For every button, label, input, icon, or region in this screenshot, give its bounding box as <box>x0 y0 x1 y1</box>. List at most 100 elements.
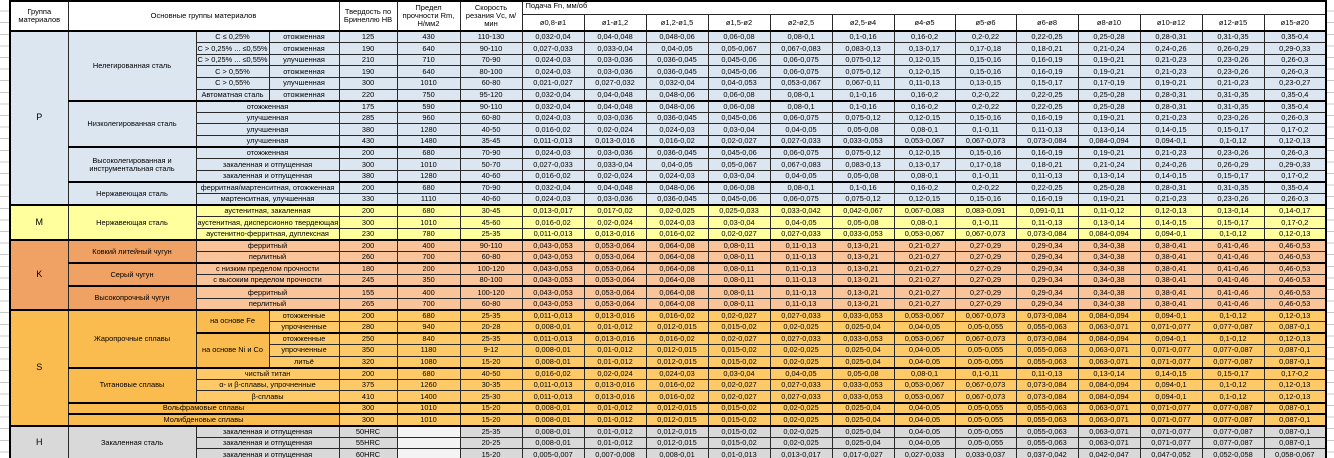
feed-value-cell[interactable]: 0,012-0,015 <box>645 436 709 450</box>
feed-value-cell[interactable]: 0,094-0,1 <box>1139 227 1203 241</box>
data-cell[interactable]: 55HRC <box>338 436 398 450</box>
feed-value-cell[interactable]: 0,19-0,21 <box>1139 76 1203 90</box>
feed-value-cell[interactable]: 0,02-0,027 <box>707 331 771 345</box>
feed-value-cell[interactable]: 0,08-0,11 <box>707 285 771 299</box>
feed-value-cell[interactable]: 0,013-0,017 <box>769 448 833 458</box>
feed-value-cell[interactable]: 0,13-0,17 <box>893 42 956 55</box>
header-diameter-cell[interactable]: ø6-ø8 <box>1015 14 1079 32</box>
feed-value-cell[interactable]: 0,064-0,08 <box>645 262 709 276</box>
data-cell[interactable]: закаленная и отпущенная <box>195 448 340 458</box>
feed-value-cell[interactable]: 0,011-0,013 <box>521 378 585 392</box>
feed-value-cell[interactable]: 0,037-0,042 <box>1015 448 1079 458</box>
data-cell[interactable]: улучшенная <box>268 53 340 67</box>
feed-value-cell[interactable]: 0,08-0,1 <box>769 99 833 113</box>
feed-value-cell[interactable]: 0,045-0,06 <box>707 111 771 125</box>
data-cell[interactable]: 1010 <box>396 76 461 90</box>
header-diameter-cell[interactable]: ø0,8-ø1 <box>521 14 585 32</box>
header-diameter-cell[interactable]: ø8-ø10 <box>1077 14 1141 32</box>
feed-value-cell[interactable]: 0,021-0,027 <box>521 76 585 90</box>
feed-value-cell[interactable]: 0,46-0,53 <box>1263 262 1327 276</box>
feed-value-cell[interactable]: 0,013-0,016 <box>583 308 647 322</box>
feed-value-cell[interactable]: 0,12-0,13 <box>1263 390 1327 403</box>
feed-value-cell[interactable]: 0,16-0,19 <box>1015 193 1079 206</box>
feed-value-cell[interactable]: 0,46-0,53 <box>1263 285 1327 299</box>
data-cell[interactable]: 1400 <box>396 390 461 403</box>
feed-value-cell[interactable]: 0,41-0,46 <box>1201 251 1265 264</box>
feed-value-cell[interactable]: 0,15-0,17 <box>1201 123 1265 136</box>
data-cell[interactable]: 840 <box>396 331 461 345</box>
data-cell[interactable]: 200 <box>338 204 398 218</box>
feed-value-cell[interactable]: 0,06-0,08 <box>707 180 771 195</box>
data-cell[interactable]: мартенситная, улучшенная <box>195 193 340 206</box>
feed-value-cell[interactable]: 0,011-0,013 <box>521 227 585 241</box>
feed-value-cell[interactable]: 0,083-0,091 <box>954 204 1017 218</box>
data-cell[interactable]: 40-50 <box>459 366 523 380</box>
data-cell[interactable]: Низколегированная сталь <box>67 99 197 148</box>
feed-value-cell[interactable]: 0,13-0,14 <box>1077 169 1141 183</box>
feed-value-cell[interactable]: 0,21-0,27 <box>893 262 956 276</box>
feed-value-cell[interactable]: 0,053-0,064 <box>583 297 647 311</box>
feed-value-cell[interactable]: 0,11-0,13 <box>769 274 833 287</box>
feed-value-cell[interactable]: 0,04-0,05 <box>893 343 956 357</box>
feed-value-cell[interactable]: 0,21-0,23 <box>1201 76 1265 90</box>
feed-value-cell[interactable]: 0,04-0,05 <box>769 169 833 183</box>
feed-value-cell[interactable]: 0,05-0,067 <box>707 158 771 171</box>
feed-value-cell[interactable]: 0,016-0,02 <box>645 308 709 322</box>
feed-value-cell[interactable]: 0,077-0,087 <box>1201 343 1265 357</box>
feed-value-cell[interactable]: 0,063-0,071 <box>1077 401 1141 415</box>
feed-value-cell[interactable]: 0,02-0,027 <box>707 378 771 392</box>
feed-value-cell[interactable]: 0,011-0,013 <box>521 135 585 148</box>
feed-value-cell[interactable]: 0,012-0,015 <box>645 413 709 427</box>
feed-value-cell[interactable]: 0,05-0,055 <box>954 436 1017 450</box>
feed-value-cell[interactable]: 0,027-0,033 <box>769 390 833 403</box>
feed-value-cell[interactable]: 0,11-0,13 <box>769 297 833 311</box>
feed-value-cell[interactable]: 0,1-0,16 <box>831 99 895 113</box>
feed-value-cell[interactable]: 0,073-0,084 <box>1015 227 1079 241</box>
feed-value-cell[interactable]: 0,067-0,083 <box>769 158 833 171</box>
data-cell[interactable]: закаленная и отпущенная <box>195 436 340 450</box>
feed-value-cell[interactable]: 0,024-0,03 <box>645 169 709 183</box>
feed-value-cell[interactable]: 0,027-0,033 <box>769 135 833 148</box>
feed-value-cell[interactable]: 0,027-0,033 <box>769 227 833 241</box>
feed-value-cell[interactable]: 0,058-0,067 <box>1263 448 1327 458</box>
feed-value-cell[interactable]: 0,1-0,12 <box>1201 135 1265 148</box>
feed-value-cell[interactable]: 0,032-0,04 <box>645 76 709 90</box>
feed-value-cell[interactable]: 0,04-0,048 <box>583 88 647 102</box>
data-cell[interactable]: 680 <box>396 366 461 380</box>
feed-value-cell[interactable]: 0,1-0,12 <box>1201 227 1265 241</box>
feed-value-cell[interactable]: 0,087-0,1 <box>1263 343 1327 357</box>
feed-value-cell[interactable]: 0,015-0,02 <box>707 401 771 415</box>
feed-value-cell[interactable]: 0,03-0,036 <box>583 65 647 78</box>
feed-value-cell[interactable]: 0,007-0,008 <box>583 448 647 458</box>
feed-value-cell[interactable]: 0,024-0,03 <box>521 53 585 67</box>
data-cell[interactable]: отожженная <box>268 42 340 55</box>
feed-value-cell[interactable]: 0,084-0,094 <box>1077 227 1141 241</box>
data-cell[interactable]: ферритный <box>195 285 340 299</box>
feed-value-cell[interactable]: 0,03-0,036 <box>583 146 647 160</box>
feed-value-cell[interactable]: 0,01-0,012 <box>583 320 647 334</box>
feed-value-cell[interactable]: 0,04-0,048 <box>583 99 647 113</box>
data-cell[interactable]: аустенитная, дисперсионно твердеющая <box>195 216 340 229</box>
feed-value-cell[interactable]: 0,46-0,53 <box>1263 297 1327 311</box>
feed-value-cell[interactable]: 0,12-0,15 <box>893 53 956 67</box>
feed-value-cell[interactable]: 0,29-0,34 <box>1015 251 1079 264</box>
header-diameter-cell[interactable]: ø2-ø2,5 <box>769 14 833 32</box>
feed-value-cell[interactable]: 0,06-0,08 <box>707 99 771 113</box>
feed-value-cell[interactable]: 0,29-0,34 <box>1015 262 1079 276</box>
feed-value-cell[interactable]: 0,06-0,075 <box>769 111 833 125</box>
feed-value-cell[interactable]: 0,17-0,19 <box>1077 76 1141 90</box>
feed-value-cell[interactable]: 0,15-0,16 <box>954 111 1017 125</box>
feed-value-cell[interactable]: 0,29-0,34 <box>1015 285 1079 299</box>
data-cell[interactable]: перлитный <box>195 251 340 264</box>
feed-value-cell[interactable]: 0,015-0,02 <box>707 320 771 334</box>
feed-value-cell[interactable]: 0,087-0,1 <box>1263 401 1327 415</box>
feed-value-cell[interactable]: 0,13-0,17 <box>893 158 956 171</box>
feed-value-cell[interactable]: 0,055-0,063 <box>1015 320 1079 334</box>
feed-value-cell[interactable]: 0,013-0,017 <box>521 204 585 218</box>
feed-value-cell[interactable]: 0,027-0,033 <box>521 42 585 55</box>
feed-value-cell[interactable]: 0,12-0,13 <box>1263 331 1327 345</box>
data-cell[interactable]: 50HRC <box>338 424 398 438</box>
feed-value-cell[interactable]: 0,02-0,027 <box>707 135 771 148</box>
data-cell[interactable]: 70-90 <box>459 180 523 195</box>
feed-value-cell[interactable]: 0,016-0,02 <box>645 227 709 241</box>
